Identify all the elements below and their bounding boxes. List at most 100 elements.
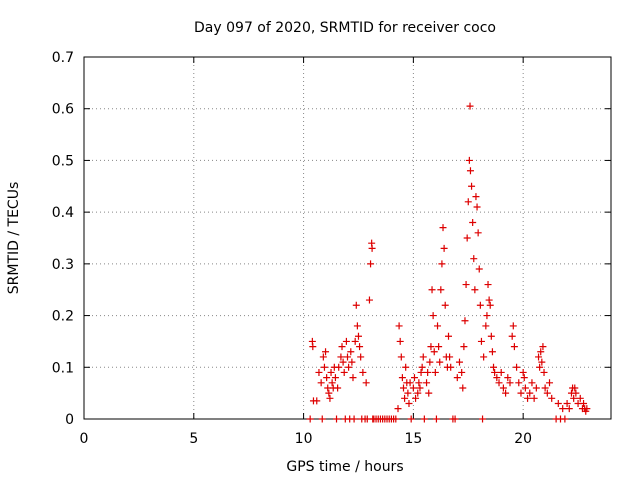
data-point — [477, 337, 485, 345]
data-point — [404, 389, 412, 397]
data-point — [438, 260, 446, 268]
data-point — [554, 399, 562, 407]
data-point — [430, 348, 438, 356]
data-point — [437, 286, 445, 294]
data-point — [524, 394, 532, 402]
data-point — [331, 374, 339, 382]
data-point — [471, 286, 479, 294]
data-point — [348, 358, 356, 366]
data-point — [497, 368, 505, 376]
data-point — [320, 363, 328, 371]
data-point — [412, 394, 420, 402]
data-point — [543, 389, 551, 397]
data-point — [394, 405, 402, 413]
data-point — [328, 379, 336, 387]
data-point — [339, 358, 347, 366]
data-point — [583, 405, 591, 413]
data-point — [548, 394, 556, 402]
data-point — [402, 363, 410, 371]
data-point — [462, 281, 470, 289]
data-point — [362, 379, 370, 387]
data-point — [353, 322, 361, 330]
data-point — [356, 343, 364, 351]
data-point — [515, 379, 523, 387]
data-point — [530, 394, 538, 402]
data-point — [428, 286, 436, 294]
data-point — [441, 301, 449, 309]
x-tick-label: 20 — [514, 431, 532, 447]
data-point — [546, 379, 554, 387]
data-point — [333, 415, 341, 423]
data-point — [451, 415, 459, 423]
y-tick-label: 0.6 — [52, 102, 74, 118]
data-point — [466, 102, 474, 110]
data-point — [472, 193, 480, 201]
data-point — [561, 415, 569, 423]
data-point — [473, 203, 481, 211]
y-tick-label: 0 — [65, 412, 74, 428]
data-point — [517, 389, 525, 397]
data-point — [429, 312, 437, 320]
data-point — [419, 353, 427, 361]
data-point — [396, 337, 404, 345]
x-axis-title: GPS time / hours — [286, 459, 403, 475]
data-point — [335, 363, 343, 371]
data-point — [367, 260, 375, 268]
data-point — [409, 384, 417, 392]
data-point — [495, 379, 503, 387]
data-point — [499, 384, 507, 392]
data-point — [580, 399, 588, 407]
data-point — [417, 368, 425, 376]
data-point — [509, 322, 517, 330]
data-point — [466, 167, 474, 175]
data-point — [425, 389, 433, 397]
data-point — [399, 384, 407, 392]
data-point — [536, 363, 544, 371]
data-point — [435, 343, 443, 351]
data-point — [537, 348, 545, 356]
data-point — [440, 244, 448, 252]
data-point — [426, 358, 434, 366]
x-tick-label: 15 — [404, 431, 422, 447]
data-point — [368, 244, 376, 252]
data-point — [479, 415, 487, 423]
grid — [84, 57, 611, 419]
data-point — [313, 397, 321, 405]
data-point — [427, 343, 435, 351]
data-point — [513, 363, 521, 371]
data-point — [490, 363, 498, 371]
data-point — [345, 363, 353, 371]
data-point — [397, 353, 405, 361]
data-point — [447, 363, 455, 371]
data-point — [484, 281, 492, 289]
data-point — [446, 353, 454, 361]
y-tick-label: 0.1 — [52, 360, 74, 376]
data-point — [526, 389, 534, 397]
data-point — [493, 374, 501, 382]
data-point — [491, 368, 499, 376]
data-point — [322, 348, 330, 356]
data-point — [510, 343, 518, 351]
data-point — [436, 358, 444, 366]
data-point — [317, 379, 325, 387]
x-tick-label: 0 — [80, 431, 89, 447]
data-point — [337, 353, 345, 361]
y-tick-label: 0.7 — [52, 50, 74, 66]
data-point — [344, 353, 351, 361]
data-point — [540, 368, 548, 376]
y-tick-label: 0.3 — [52, 257, 74, 273]
data-point — [563, 399, 571, 407]
plot-frame — [83, 56, 612, 420]
data-point — [469, 218, 477, 226]
data-point — [483, 312, 491, 320]
data-point — [410, 374, 418, 382]
data-point — [482, 322, 490, 330]
data-point — [347, 348, 355, 356]
data-point — [570, 394, 578, 402]
data-point — [480, 353, 488, 361]
data-point — [334, 384, 342, 392]
x-tick-label: 10 — [295, 431, 313, 447]
data-point — [431, 368, 439, 376]
data-point — [521, 384, 529, 392]
